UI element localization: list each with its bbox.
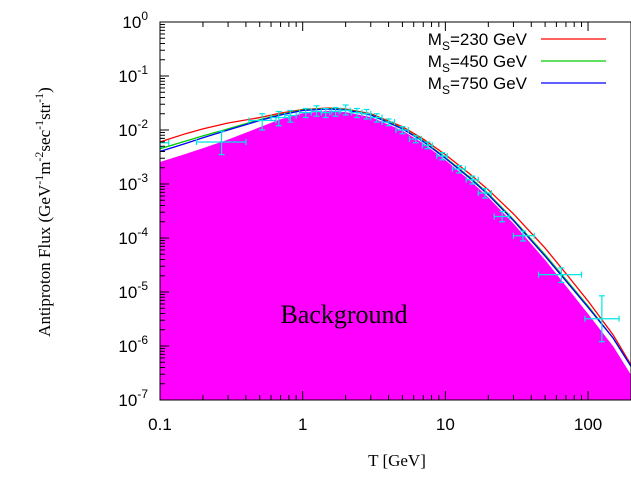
y-tick-label: 10-6: [118, 333, 148, 356]
y-tick-label: 10-7: [118, 387, 148, 410]
y-tick-label: 100: [122, 9, 148, 32]
y-tick-label: 10-1: [118, 63, 148, 86]
data-point: [320, 107, 331, 119]
data-point: [408, 135, 423, 144]
y-axis-title: Antiproton Flux (GeV-1m-2sec-1str-1): [32, 87, 54, 337]
legend-label: MS=750 GeV: [428, 74, 528, 97]
data-point: [340, 104, 351, 116]
data-point: [436, 152, 448, 161]
data-point: [361, 108, 372, 120]
y-tick-label: 10-5: [118, 279, 148, 302]
legend-entry: MS=750 GeV: [428, 74, 606, 97]
data-point: [493, 210, 510, 223]
background-annotation: Background: [280, 300, 407, 329]
data-point: [421, 141, 433, 150]
data-point: [381, 118, 396, 127]
data-point: [451, 164, 466, 174]
legend-entry: MS=230 GeV: [428, 30, 606, 53]
data-point: [512, 230, 535, 242]
x-tick-label: 100: [574, 415, 602, 434]
y-tick-label: 10-3: [118, 171, 148, 194]
data-point: [331, 106, 340, 117]
data-point: [195, 130, 247, 156]
data-points-layer: [160, 104, 620, 343]
data-point: [284, 109, 297, 123]
legend-entry: MS=450 GeV: [428, 52, 606, 75]
data-point: [395, 126, 409, 135]
legend-label: MS=230 GeV: [428, 30, 528, 53]
y-tick-label: 10-2: [118, 117, 148, 140]
data-point: [584, 295, 620, 343]
x-axis-title: T [GeV]: [368, 451, 426, 470]
x-tick-label: 1: [298, 415, 307, 434]
data-point: [270, 110, 290, 127]
x-tick-label: 10: [436, 415, 455, 434]
legend-label: MS=450 GeV: [428, 52, 528, 75]
background-layer: [160, 111, 631, 400]
x-tick-label: 0.1: [148, 415, 172, 434]
data-point: [537, 267, 583, 284]
data-point: [465, 175, 479, 185]
background-area: [160, 111, 631, 400]
plot-frame: [159, 21, 631, 401]
data-point: [477, 188, 492, 199]
y-tick-label: 10-4: [118, 225, 148, 248]
data-point: [370, 113, 383, 123]
ticks-layer: 0.1 1 10 100 100 10-1 10-2 10-3 10-4 10-5 10-6 10-7: [118, 9, 602, 434]
